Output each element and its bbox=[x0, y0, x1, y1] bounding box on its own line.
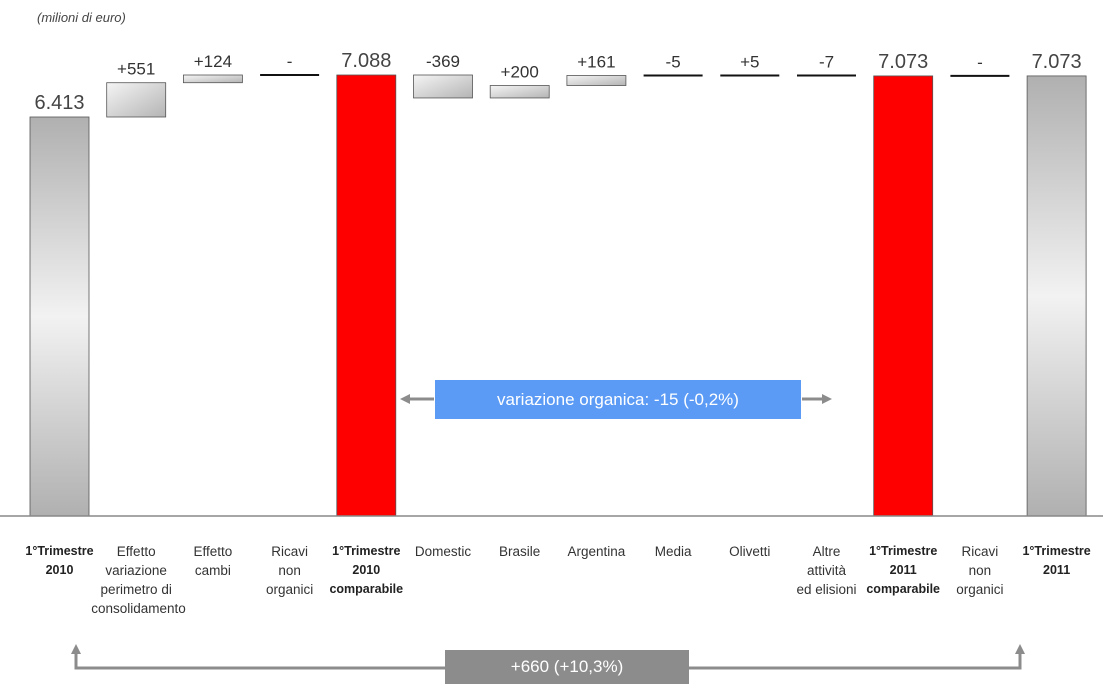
total-change-box: +660 (+10,3%) bbox=[445, 650, 689, 684]
category-label: Media bbox=[654, 544, 692, 559]
value-label: +551 bbox=[117, 60, 155, 79]
category-label: Ricavi non organici bbox=[265, 544, 314, 597]
arrowhead-left bbox=[400, 394, 410, 404]
value-label: +161 bbox=[577, 52, 615, 71]
value-label: - bbox=[287, 52, 293, 71]
category-label: 1°Trimestre 2011 comparabile bbox=[866, 544, 940, 596]
bar-step bbox=[413, 74, 473, 99]
value-label: -369 bbox=[426, 52, 460, 71]
unit-label: (milioni di euro) bbox=[37, 10, 126, 25]
arrowhead-up-left bbox=[71, 644, 81, 654]
value-label: -5 bbox=[666, 52, 681, 71]
value-label: +200 bbox=[501, 63, 539, 82]
category-label: Altre attività ed elisioni bbox=[796, 544, 857, 597]
value-label: 7.073 bbox=[1032, 51, 1082, 73]
bar-step bbox=[489, 85, 550, 99]
value-label: 7.088 bbox=[341, 50, 391, 72]
arrowhead-up-right bbox=[1015, 644, 1025, 654]
value-label: +124 bbox=[194, 52, 232, 71]
bar-step bbox=[182, 74, 243, 84]
value-label: - bbox=[977, 53, 983, 72]
bar-total bbox=[873, 75, 934, 517]
value-label: 7.073 bbox=[878, 51, 928, 73]
category-label: Brasile bbox=[499, 544, 541, 559]
category-label: 1°Trimestre 2011 bbox=[1022, 544, 1091, 577]
bar-step bbox=[566, 75, 627, 86]
category-label: Domestic bbox=[414, 544, 472, 559]
category-label: 1°Trimestre 2010 bbox=[25, 544, 94, 577]
organic-change-box: variazione organica: -15 (-0,2%) bbox=[435, 380, 801, 419]
bar-total bbox=[29, 116, 90, 517]
total-bracket-right bbox=[689, 652, 1022, 670]
bar-step bbox=[106, 82, 167, 118]
category-label: 1°Trimestre 2010 comparabile bbox=[329, 544, 404, 596]
category-label: Ricavi non organici bbox=[956, 544, 1004, 597]
value-label: +5 bbox=[740, 52, 759, 71]
bar-total bbox=[1026, 75, 1087, 517]
category-label: Argentina bbox=[567, 544, 626, 559]
category-label: Effetto variazione perimetro di consolidame… bbox=[91, 544, 186, 616]
total-bracket-left bbox=[74, 652, 445, 670]
value-label: -7 bbox=[819, 52, 834, 71]
arrowhead-right bbox=[822, 394, 832, 404]
value-label: 6.413 bbox=[34, 92, 84, 114]
category-label: Olivetti bbox=[729, 544, 771, 559]
annotation-arrows bbox=[71, 394, 1025, 670]
bar-total bbox=[336, 74, 397, 517]
category-label: Effetto cambi bbox=[193, 544, 233, 578]
